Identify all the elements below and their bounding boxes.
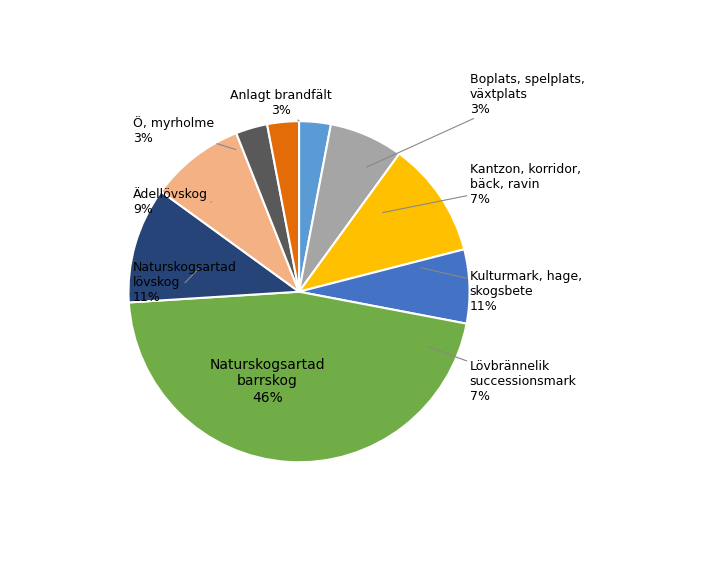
Text: Naturskogsartad
barrskog
46%: Naturskogsartad barrskog 46% <box>210 358 325 404</box>
Wedge shape <box>299 124 399 292</box>
Text: Lövbrännelik
successionsmark
7%: Lövbrännelik successionsmark 7% <box>427 347 577 403</box>
Wedge shape <box>129 292 466 462</box>
Wedge shape <box>267 121 299 292</box>
Text: Kantzon, korridor,
bäck, ravin
7%: Kantzon, korridor, bäck, ravin 7% <box>382 163 580 213</box>
Text: Naturskogsartad
lövskog
11%: Naturskogsartad lövskog 11% <box>133 261 237 304</box>
Text: Ö, myrholme
3%: Ö, myrholme 3% <box>133 116 236 150</box>
Wedge shape <box>299 154 464 292</box>
Wedge shape <box>299 249 470 324</box>
Wedge shape <box>161 133 299 292</box>
Wedge shape <box>299 121 331 292</box>
Wedge shape <box>128 191 299 302</box>
Text: Anlagt brandfält
3%: Anlagt brandfält 3% <box>230 89 332 121</box>
Text: Boplats, spelplats,
växtplats
3%: Boplats, spelplats, växtplats 3% <box>367 73 585 167</box>
Text: Kulturmark, hage,
skogsbete
11%: Kulturmark, hage, skogsbete 11% <box>421 268 582 313</box>
Wedge shape <box>236 124 299 292</box>
Text: Ädellövskog
9%: Ädellövskog 9% <box>133 187 211 217</box>
